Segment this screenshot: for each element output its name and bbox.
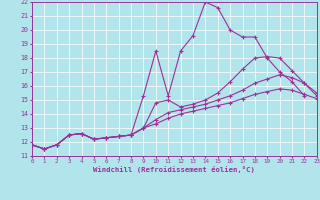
X-axis label: Windchill (Refroidissement éolien,°C): Windchill (Refroidissement éolien,°C) bbox=[93, 166, 255, 173]
